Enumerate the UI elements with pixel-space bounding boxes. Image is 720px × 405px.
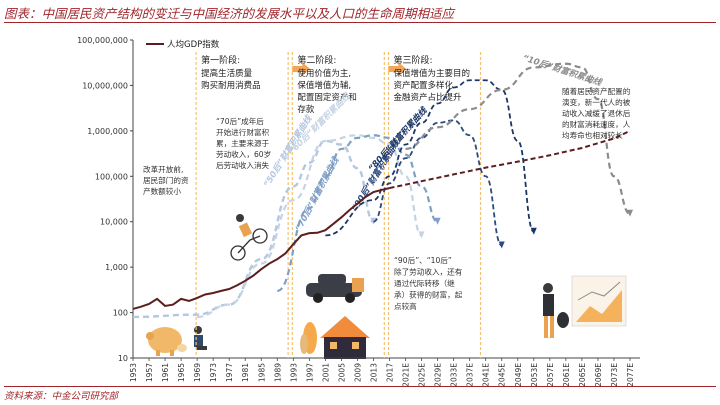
x-tick-label: 1957 <box>145 363 154 382</box>
y-tick-label: 100,000,000 <box>77 36 128 45</box>
x-tick-label: 2065E <box>578 363 587 387</box>
x-tick-label: 2053E <box>530 363 539 387</box>
annotation-gen90: 除了劳动收入，还有 <box>394 267 463 277</box>
cyclist-illustration <box>230 214 268 261</box>
x-tick-label: 1985 <box>257 363 266 382</box>
y-tick-label: 10,000 <box>100 218 128 227</box>
y-tick-label: 100,000 <box>95 172 128 181</box>
x-tick-label: 2069E <box>594 363 603 387</box>
y-tick-label: 10,000,000 <box>82 81 128 90</box>
wealth-curve <box>405 62 631 215</box>
stage-title: 第一阶段: <box>201 54 240 66</box>
gdp-forecast-line <box>389 129 631 190</box>
y-tick-label: 1,000 <box>105 263 128 272</box>
piggy-bank-illustration <box>146 327 187 356</box>
annotation-gen90: 通过代际转移（继 <box>394 278 455 288</box>
wealth-curve-label: “10后”财富积累曲线 <box>521 52 604 88</box>
curve-arrowhead <box>530 227 537 235</box>
stage-title: 第三阶段: <box>394 54 433 66</box>
annotation-gen70: 累，主要来源于 <box>216 138 270 148</box>
wealth-curve <box>132 139 375 319</box>
curve-arrowhead <box>434 217 441 225</box>
source-divider <box>4 386 716 387</box>
x-tick-label: 1981 <box>241 363 250 382</box>
source-note: 资料来源：中金公司研究部 <box>4 391 119 402</box>
x-tick-label: 2009 <box>353 363 362 382</box>
x-tick-label: 1961 <box>161 363 170 382</box>
x-tick-label: 2013 <box>369 363 378 382</box>
curve-arrowhead <box>418 231 425 239</box>
x-tick-label: 2033E <box>450 363 459 387</box>
annotation-gen70: 劳动收入，60岁 <box>216 149 271 159</box>
annotation-gen70: 开始进行财富积 <box>216 127 270 137</box>
annotation-reform: 改革开放前, <box>143 164 183 174</box>
curve-arrowhead <box>627 209 633 217</box>
x-tick-label: 1997 <box>305 363 314 382</box>
car-illustration <box>306 274 364 303</box>
stage-text: 提高生活质量 <box>201 68 253 79</box>
x-tick-label: 1969 <box>193 363 202 382</box>
legend-label: 人均GDP指数 <box>167 39 220 50</box>
annotation-gen70: 后劳动收入消失 <box>216 160 270 170</box>
x-tick-label: 2005 <box>337 363 346 382</box>
gdp-series-line <box>132 187 390 310</box>
wealth-curve <box>197 134 423 319</box>
stage-text: 配置固定资产和 <box>297 92 357 103</box>
annotation-aging: 均寿命也相对较长 <box>562 130 623 140</box>
x-tick-label: 2021E <box>402 363 411 387</box>
x-tick-label: 2041E <box>482 363 491 387</box>
annotation-reform: 居民部门的资 <box>143 175 189 185</box>
figure-title: 图表：中国居民资产结构的变迁与中国经济的发展水平以及人口的生命周期相适应 <box>4 6 455 21</box>
x-tick-label: 1973 <box>209 363 218 382</box>
x-tick-label: 2073E <box>610 363 619 387</box>
x-tick-label: 2001 <box>321 363 330 382</box>
stage-arrow-icon <box>292 62 311 76</box>
rising-chart-illustration <box>571 275 627 327</box>
x-tick-label: 1989 <box>273 363 282 382</box>
stage-text: 购买耐用消费品 <box>201 80 261 91</box>
stage-text: 存款 <box>297 104 315 115</box>
x-tick-label: 2049E <box>514 363 523 387</box>
annotation-gen90: 承）获得的财富，起 <box>394 290 463 300</box>
stage-text: 保值增值为主要目的 <box>394 68 471 79</box>
annotation-gen70: “70后”成年后 <box>216 116 264 126</box>
wealth-curve <box>373 119 503 247</box>
wealth-curve <box>276 134 439 292</box>
stage-text: 金融资产占比提升 <box>394 92 463 103</box>
title-divider <box>4 22 716 23</box>
annotation-reform: 产数额较小 <box>143 186 181 196</box>
stage-title: 第二阶段: <box>297 54 336 66</box>
y-tick-label: 1,000,000 <box>87 127 128 136</box>
x-tick-label: 1965 <box>177 363 186 382</box>
annotation-aging: 演变，新一代人的被 <box>562 97 631 107</box>
stage-arrow-icon <box>388 62 407 76</box>
y-tick-label: 100 <box>113 309 128 318</box>
x-tick-label: 2025E <box>418 363 427 387</box>
x-tick-label: 2061E <box>562 363 571 387</box>
x-tick-label: 2077E <box>626 363 635 387</box>
annotation-aging: 动收入减缓了退休后 <box>562 108 631 118</box>
wealth-curve <box>325 79 535 237</box>
x-tick-label: 2045E <box>498 363 507 387</box>
x-tick-label: 2029E <box>434 363 443 387</box>
x-tick-label: 1993 <box>289 363 298 382</box>
x-tick-label: 1953 <box>129 363 138 382</box>
annotation-gen90: 点较高 <box>394 301 417 311</box>
house-illustration <box>300 316 370 359</box>
x-tick-label: 2057E <box>546 363 555 387</box>
annotation-aging: 的财富消耗速度，人 <box>562 119 631 129</box>
x-tick-label: 2017 <box>386 363 395 382</box>
x-tick-label: 1977 <box>225 363 234 382</box>
illustrations <box>146 214 627 359</box>
annotation-aging: 随着居民资产配置的 <box>562 86 631 96</box>
investor-illustration <box>543 283 569 338</box>
annotation-gen90: “90后”、“10后” <box>394 255 452 265</box>
curve-arrowhead <box>498 241 505 249</box>
y-tick-label: 10 <box>118 354 128 363</box>
stage-text: 使用价值为主, <box>297 68 351 79</box>
stage-text: 资产配置多样化 <box>394 80 454 91</box>
x-tick-label: 2037E <box>466 363 475 387</box>
stage-text: 保值增值为辅, <box>297 80 351 91</box>
